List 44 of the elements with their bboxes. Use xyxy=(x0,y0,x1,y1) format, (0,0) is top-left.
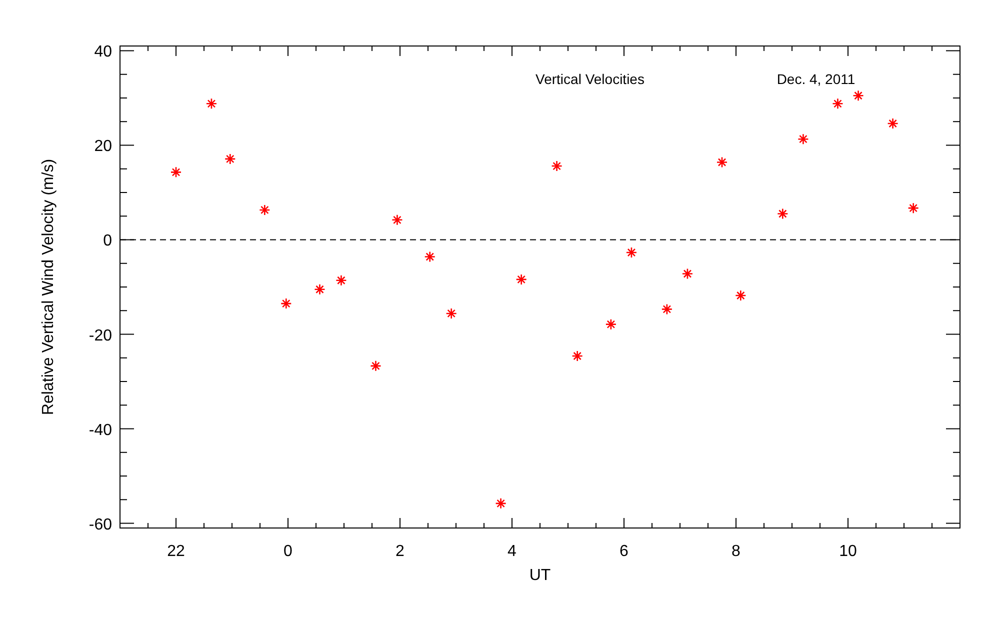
point xyxy=(259,204,270,216)
point xyxy=(370,360,382,372)
y-tick-label: -60 xyxy=(88,516,112,534)
point xyxy=(206,98,218,110)
x-tick-label: 22 xyxy=(167,543,185,560)
x-tick-label: 6 xyxy=(620,543,629,560)
point xyxy=(314,284,326,296)
point xyxy=(224,153,236,165)
x-tick-label: 2 xyxy=(396,543,405,560)
point xyxy=(887,118,898,130)
point xyxy=(716,156,728,168)
annotation: Dec. 4, 2011 xyxy=(776,71,856,87)
y-tick-label: -40 xyxy=(88,422,112,439)
point xyxy=(392,214,403,226)
x-axis-title: UT xyxy=(529,567,551,584)
x-tick-label: 10 xyxy=(839,543,857,560)
x-tick-label: 4 xyxy=(508,543,517,560)
point xyxy=(280,298,292,310)
point xyxy=(852,90,864,102)
annotation: Vertical Velocities xyxy=(536,71,644,87)
y-axis-title: Relative Vertical Wind Velocity (m/s) xyxy=(40,158,57,416)
point xyxy=(170,166,182,178)
point xyxy=(336,274,347,286)
y-tick-label: 40 xyxy=(94,44,112,61)
point xyxy=(495,498,506,510)
y-tick-label: 20 xyxy=(94,138,112,156)
point xyxy=(605,318,617,330)
point xyxy=(626,246,638,258)
point xyxy=(798,133,809,145)
y-tick-label: 0 xyxy=(103,232,112,250)
point xyxy=(551,160,562,172)
point xyxy=(908,202,919,214)
point xyxy=(777,208,788,220)
point xyxy=(735,290,746,302)
point xyxy=(661,304,673,315)
y-tick-label: -20 xyxy=(88,327,112,344)
point xyxy=(832,98,844,110)
point xyxy=(424,251,436,262)
point xyxy=(682,268,694,280)
point xyxy=(572,350,583,362)
x-tick-label: 8 xyxy=(732,543,741,560)
x-tick-label: 0 xyxy=(284,543,293,560)
point xyxy=(516,274,527,286)
point xyxy=(446,308,457,320)
